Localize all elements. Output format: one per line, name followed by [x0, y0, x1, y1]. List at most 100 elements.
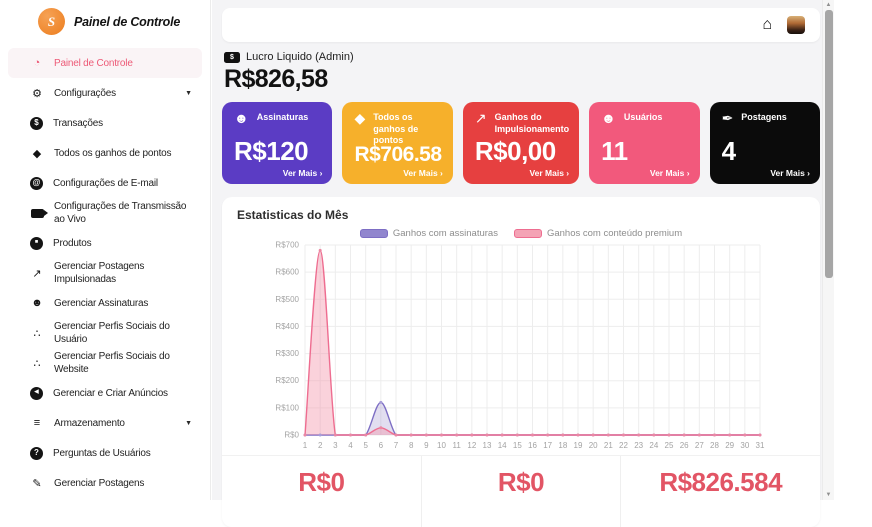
- ver-mais-link[interactable]: Ver Mais ›: [529, 168, 570, 178]
- sidebar-item-gerenciar-e-criar-anuncios[interactable]: ◀ Gerenciar e Criar Anúncios: [8, 378, 202, 408]
- scrollbar[interactable]: ▲ ▼: [822, 0, 834, 500]
- chevron-down-icon: ▼: [185, 419, 192, 427]
- totals-value: R$0: [298, 467, 345, 497]
- totals-value: R$826.584: [659, 467, 783, 497]
- sidebar-item-gerenciar-assinaturas[interactable]: ☻ Gerenciar Assinaturas: [8, 288, 202, 318]
- sidebar-item-label: Configurações: [54, 87, 116, 99]
- ver-mais-link[interactable]: Ver Mais ›: [770, 168, 810, 178]
- stat-card-postagens[interactable]: ✒ Postagens 4 Ver Mais ›: [709, 102, 820, 184]
- sidebar-item-label: Produtos: [53, 237, 92, 249]
- subscriber-icon: ☻: [31, 297, 43, 309]
- question-icon: ?: [30, 446, 43, 460]
- gauge-icon: ◔: [33, 57, 41, 69]
- sidebar-item-label: Gerenciar Postagens: [54, 477, 145, 489]
- net-profit-summary: $ Lucro Liquido (Admin) R$826,58: [224, 51, 822, 94]
- svg-text:4: 4: [348, 441, 353, 450]
- topbar: ⌂: [222, 8, 820, 42]
- svg-text:25: 25: [665, 441, 674, 450]
- scrollbar-thumb[interactable]: [824, 10, 833, 278]
- stat-card-ganhos-de-pontos[interactable]: ◆ Todos os ganhos de pontos R$706.58 Ver Ma…: [342, 102, 453, 184]
- sidebar-item-gerenciar-postagens-impulsionadas[interactable]: ↗ Gerenciar Postagens Impulsionadas: [8, 258, 202, 288]
- sidebar-item-gerenciar-perfis-sociais-do-website[interactable]: ∴ Gerenciar Perfis Sociais do Website: [8, 348, 202, 378]
- svg-text:R$700: R$700: [275, 241, 299, 250]
- svg-text:9: 9: [424, 441, 429, 450]
- legend-swatch: [513, 229, 542, 238]
- net-profit-value: R$826,58: [224, 65, 328, 93]
- stat-card-ganhos-impulsionamento[interactable]: ↗ Ganhos do Impulsionamento R$0,00 Ver Mais…: [462, 102, 580, 184]
- svg-text:R$200: R$200: [275, 376, 299, 385]
- sidebar-item-label: Todos os ganhos de pontos: [54, 147, 172, 159]
- stat-card-label: Usuários: [623, 112, 663, 122]
- svg-text:26: 26: [680, 441, 689, 450]
- sidebar-nav: ◔ Painel de Controle ⚙ Configurações ▼ $ Trans…: [0, 44, 210, 498]
- users-group-icon: ☻: [601, 110, 616, 126]
- svg-text:1: 1: [303, 441, 308, 450]
- legend-label: Ganhos com conteúdo premium: [546, 228, 683, 239]
- stat-card-label: Ganhos do Impulsionamento: [494, 112, 570, 134]
- stat-card-value: R$706.58: [354, 143, 442, 166]
- sidebar-item-todos-os-ganhos-de-pontos[interactable]: ◆ Todos os ganhos de pontos: [8, 138, 202, 168]
- share-icon: ∴: [33, 357, 41, 370]
- email-icon: @: [30, 176, 43, 190]
- user-avatar[interactable]: [787, 16, 805, 34]
- gear-icon: ⚙: [32, 87, 42, 100]
- svg-text:31: 31: [756, 441, 765, 450]
- ver-mais-link[interactable]: Ver Mais ›: [282, 168, 323, 178]
- svg-text:29: 29: [725, 441, 734, 450]
- megaphone-icon: ◀: [30, 386, 43, 400]
- sidebar-item-gerenciar-perfis-sociais-do-usuario[interactable]: ∴ Gerenciar Perfis Sociais do Usuário: [8, 318, 202, 348]
- rocket-icon: ↗: [474, 110, 487, 126]
- stat-card-label: Postagens: [741, 112, 787, 122]
- sidebar-item-label: Gerenciar Perfis Sociais do Website: [54, 351, 170, 375]
- totals-item: R$0: [222, 456, 421, 527]
- svg-text:8: 8: [409, 441, 414, 450]
- storage-icon: ≡: [33, 417, 41, 429]
- scrollbar-up-icon[interactable]: ▲: [825, 2, 832, 8]
- sidebar-item-configuracoes-de-transmissao-ao-vivo[interactable]: Configurações de Transmissão ao Vivo: [8, 198, 202, 228]
- svg-text:22: 22: [619, 441, 628, 450]
- totals-item: R$0: [420, 456, 621, 527]
- subscriber-stars-icon: ☻: [234, 110, 249, 126]
- svg-text:R$500: R$500: [275, 295, 299, 304]
- sidebar-item-produtos[interactable]: ■ Produtos: [8, 228, 202, 258]
- ver-mais-link[interactable]: Ver Mais ›: [403, 168, 443, 178]
- svg-text:14: 14: [498, 441, 507, 450]
- sidebar-item-transacoes[interactable]: $ Transações: [8, 108, 202, 138]
- svg-text:10: 10: [437, 441, 446, 450]
- home-icon[interactable]: ⌂: [762, 16, 772, 33]
- svg-text:15: 15: [513, 441, 522, 450]
- sidebar-item-configuracoes-de-email[interactable]: @ Configurações de E-mail: [8, 168, 202, 198]
- rocket-icon: ↗: [32, 267, 42, 280]
- sidebar-item-label: Transações: [53, 117, 103, 129]
- legend-item[interactable]: Ganhos com conteúdo premium: [513, 228, 683, 239]
- ver-mais-link[interactable]: Ver Mais ›: [649, 168, 690, 178]
- svg-text:20: 20: [589, 441, 598, 450]
- stat-card-label: Assinaturas: [256, 112, 309, 122]
- sidebar-item-configuracoes[interactable]: ⚙ Configurações ▼: [8, 78, 202, 108]
- app-title: Painel de Controle: [74, 14, 181, 29]
- svg-text:16: 16: [528, 441, 537, 450]
- brand[interactable]: S Painel de Controle: [0, 0, 210, 44]
- sidebar-item-label: Painel de Controle: [54, 57, 133, 69]
- sidebar-item-label: Armazenamento: [54, 417, 125, 429]
- app-logo: S: [38, 8, 65, 35]
- stat-card-usuarios[interactable]: ☻ Usuários 11 Ver Mais ›: [589, 102, 700, 184]
- svg-text:28: 28: [710, 441, 719, 450]
- totals-value: R$0: [497, 467, 545, 497]
- sidebar-item-gerenciar-postagens[interactable]: ✎ Gerenciar Postagens: [8, 468, 202, 498]
- stat-card-value: R$120: [234, 136, 309, 166]
- sidebar-item-painel-de-controle[interactable]: ◔ Painel de Controle: [8, 48, 202, 78]
- scrollbar-down-icon[interactable]: ▼: [825, 492, 832, 498]
- svg-text:12: 12: [467, 441, 476, 450]
- svg-text:R$400: R$400: [275, 322, 299, 331]
- svg-text:23: 23: [634, 441, 643, 450]
- svg-text:7: 7: [394, 441, 399, 450]
- sidebar-item-perguntas-de-usuarios[interactable]: ? Perguntas de Usuários: [8, 438, 202, 468]
- legend-item[interactable]: Ganhos com assinaturas: [359, 228, 498, 239]
- totals-item: R$826.584: [620, 456, 820, 527]
- svg-text:11: 11: [453, 441, 462, 450]
- sidebar-item-label: Perguntas de Usuários: [53, 447, 151, 459]
- sidebar-item-armazenamento[interactable]: ≡ Armazenamento ▼: [8, 408, 202, 438]
- stat-card-assinaturas[interactable]: ☻ Assinaturas R$120 Ver Mais ›: [222, 102, 333, 184]
